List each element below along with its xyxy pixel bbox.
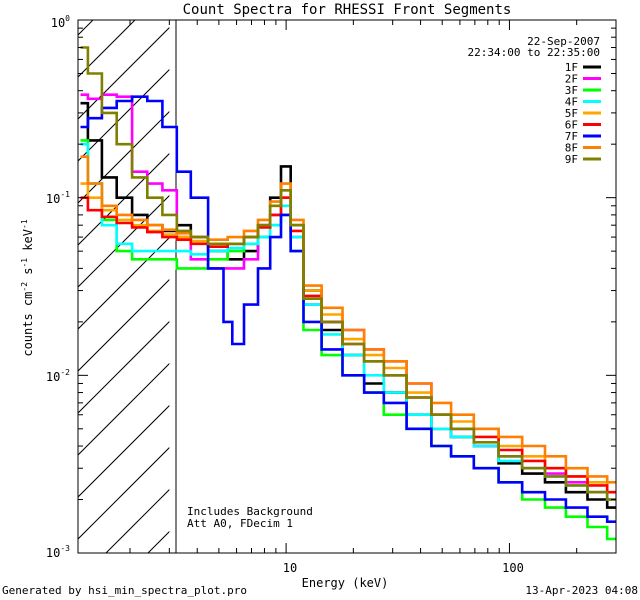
x-tick-label-10: 10 — [283, 561, 297, 575]
legend-label-4f: 4F — [565, 96, 578, 109]
x-axis-label: Energy (keV) — [302, 576, 389, 590]
legend-label-5f: 5F — [565, 107, 578, 120]
series-line-7f — [80, 95, 616, 523]
hatch-line — [78, 152, 170, 246]
annotation-background: Includes Background — [187, 505, 313, 518]
y-tick-label-1e-2: 10-2 — [46, 368, 70, 384]
series-line-6f — [80, 196, 616, 494]
hatch-line — [78, 236, 170, 330]
hatch-line — [0, 0, 78, 553]
hatched-region — [0, 0, 177, 553]
series-line-8f — [80, 155, 616, 484]
legend-label-6f: 6F — [565, 119, 578, 132]
legend-label-7f: 7F — [565, 130, 578, 143]
hatch-line — [78, 362, 170, 456]
y-tick-label-1e0: 100 — [51, 14, 70, 30]
legend-date: 22-Sep-2007 — [527, 35, 600, 48]
hatch-line — [78, 404, 170, 498]
legend-label-1f: 1F — [565, 61, 578, 74]
hatch-lines — [0, 0, 170, 553]
plot-frame — [77, 19, 617, 554]
chart-title: Count Spectra for RHESSI Front Segments — [183, 2, 512, 18]
y-tick-label-1e-1: 10-1 — [46, 190, 70, 206]
y-tick-label-1e-3: 10-3 — [46, 544, 70, 560]
hatch-line — [78, 26, 170, 120]
legend-label-3f: 3F — [565, 84, 578, 97]
footer-timestamp: 13-Apr-2023 04:08 — [525, 584, 638, 597]
series-line-9f — [80, 46, 616, 501]
hatch-line — [78, 110, 170, 204]
legend-label-8f: 8F — [565, 142, 578, 155]
x-tick-label-100: 100 — [502, 561, 524, 575]
legend-time-range: 22:34:00 to 22:35:00 — [468, 46, 600, 59]
hatch-line — [105, 488, 170, 553]
legend-label-2f: 2F — [565, 73, 578, 86]
y-axis-label: counts cm-2 s-1 keV-1 — [20, 219, 35, 356]
series-layer — [80, 46, 616, 541]
axis-ticks — [78, 19, 617, 554]
annotation-attenuator: Att A0, FDecim 1 — [187, 517, 293, 530]
hatch-line — [78, 194, 170, 288]
footer-generated-by: Generated by hsi_min_spectra_plot.pro — [2, 584, 247, 597]
hatch-line — [78, 68, 170, 162]
series-line-2f — [80, 93, 616, 501]
hatch-line — [78, 278, 170, 372]
hatch-line — [78, 446, 170, 540]
legend-label-9f: 9F — [565, 153, 578, 166]
hatch-line — [78, 320, 170, 414]
